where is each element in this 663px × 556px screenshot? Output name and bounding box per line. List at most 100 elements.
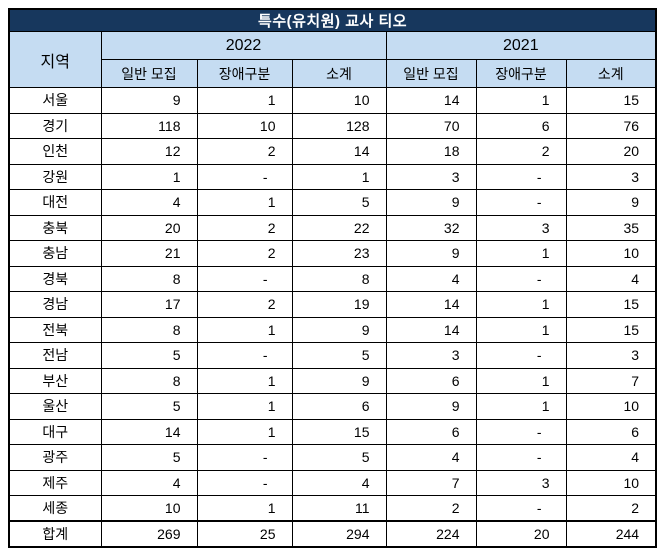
table-row: 서울 9 1 10 14 1 15 (8, 87, 657, 114)
value-cell: 2 (565, 495, 657, 522)
subheader-2021-subtotal: 소계 (565, 59, 657, 88)
value-cell: 118 (100, 112, 198, 140)
table-row: 울산 5 1 6 9 1 10 (8, 393, 657, 420)
value-cell: 15 (291, 418, 387, 446)
table-row: 강원 1-1 3-3 (8, 163, 657, 191)
value-cell: 1 (475, 367, 567, 395)
value-cell: 10 (196, 112, 293, 140)
value-cell: 6 (385, 367, 477, 395)
value-cell: 128 (291, 112, 387, 140)
value-cell: 15 (565, 87, 657, 114)
table-row: 대전 4 1 5 9-9 (8, 189, 657, 216)
value-cell: 19 (291, 291, 387, 318)
table-row: 대구 14 1 15 6-6 (8, 418, 657, 446)
value-cell: 4 (385, 265, 477, 293)
value-cell: 10 (565, 469, 657, 497)
value-cell: 1 (196, 393, 293, 420)
table-row: 세종 10 1 11 2-2 (8, 495, 657, 522)
value-cell: 10 (100, 495, 198, 522)
value-cell: - (475, 342, 567, 369)
region-cell: 강원 (8, 163, 102, 191)
value-cell: 1 (475, 240, 567, 267)
subheader-2022-subtotal: 소계 (291, 59, 387, 88)
value-cell: - (475, 444, 567, 471)
value-cell: - (196, 163, 293, 191)
value-cell: 1 (196, 316, 293, 344)
value-cell: 23 (291, 240, 387, 267)
table-row: 경북 8-8 4-4 (8, 265, 657, 293)
value-cell: 4 (100, 469, 198, 497)
value-cell: 35 (565, 214, 657, 242)
value-cell: 2 (475, 138, 567, 165)
value-cell: - (475, 189, 567, 216)
value-cell: 3 (385, 342, 477, 369)
region-cell: 전북 (8, 316, 102, 344)
table-row: 전북 8 1 9 14 1 15 (8, 316, 657, 344)
value-cell: 3 (565, 163, 657, 191)
year-header-2022: 2022 (100, 31, 387, 60)
value-cell: 9 (385, 240, 477, 267)
value-cell: - (196, 342, 293, 369)
table-body: 서울 9 1 10 14 1 15 경기 118 10 128 70 6 76 인천 12 2 14 18 2 20 강원… (8, 87, 657, 548)
subheader-2022-disability: 장애구분 (196, 59, 293, 88)
region-cell: 경남 (8, 291, 102, 318)
value-cell: 2 (196, 214, 293, 242)
region-column-header: 지역 (8, 31, 102, 88)
value-cell: 1 (475, 291, 567, 318)
table-row: 경기 118 10 128 70 6 76 (8, 112, 657, 140)
value-cell: 2 (385, 495, 477, 522)
value-cell: 32 (385, 214, 477, 242)
value-cell: 3 (475, 214, 567, 242)
subheader-2021-disability: 장애구분 (475, 59, 567, 88)
value-cell: 3 (385, 163, 477, 191)
value-cell: 5 (100, 342, 198, 369)
value-cell: 1 (196, 418, 293, 446)
value-cell: 14 (385, 291, 477, 318)
value-cell: 4 (565, 444, 657, 471)
value-cell: 3 (565, 342, 657, 369)
year-header-row: 지역 2022 2021 (8, 31, 657, 88)
value-cell: 10 (565, 393, 657, 420)
value-cell: 14 (385, 87, 477, 114)
value-cell: 2 (196, 138, 293, 165)
region-cell: 경기 (8, 112, 102, 140)
value-cell: 5 (100, 393, 198, 420)
value-cell: 14 (385, 316, 477, 344)
value-cell: 9 (385, 393, 477, 420)
teacher-to-table: 특수(유치원) 교사 티오 지역 2022 2021 일반 모집 장애구분 소계… (8, 8, 658, 548)
value-cell: 20 (475, 520, 567, 548)
table-row: 충남 21 2 23 9 1 10 (8, 240, 657, 267)
value-cell: 15 (565, 291, 657, 318)
value-cell: 1 (196, 367, 293, 395)
value-cell: 10 (291, 87, 387, 114)
value-cell: 14 (291, 138, 387, 165)
value-cell: - (475, 495, 567, 522)
value-cell: 70 (385, 112, 477, 140)
value-cell: 17 (100, 291, 198, 318)
value-cell: 5 (291, 342, 387, 369)
value-cell: 9 (385, 189, 477, 216)
value-cell: - (196, 265, 293, 293)
value-cell: 5 (100, 444, 198, 471)
value-cell: 1 (475, 87, 567, 114)
subheader-2022-general: 일반 모집 (100, 59, 198, 88)
value-cell: 21 (100, 240, 198, 267)
value-cell: 9 (291, 367, 387, 395)
value-cell: 1 (291, 163, 387, 191)
region-cell: 부산 (8, 367, 102, 395)
value-cell: 1 (196, 189, 293, 216)
value-cell: 9 (565, 189, 657, 216)
value-cell: 244 (565, 520, 657, 548)
region-cell: 광주 (8, 444, 102, 471)
value-cell: - (475, 418, 567, 446)
value-cell: 1 (475, 393, 567, 420)
value-cell: 1 (100, 163, 198, 191)
value-cell: 294 (291, 520, 387, 548)
value-cell: 18 (385, 138, 477, 165)
value-cell: 9 (100, 87, 198, 114)
value-cell: 6 (565, 418, 657, 446)
value-cell: 25 (196, 520, 293, 548)
value-cell: 9 (291, 316, 387, 344)
value-cell: - (196, 444, 293, 471)
